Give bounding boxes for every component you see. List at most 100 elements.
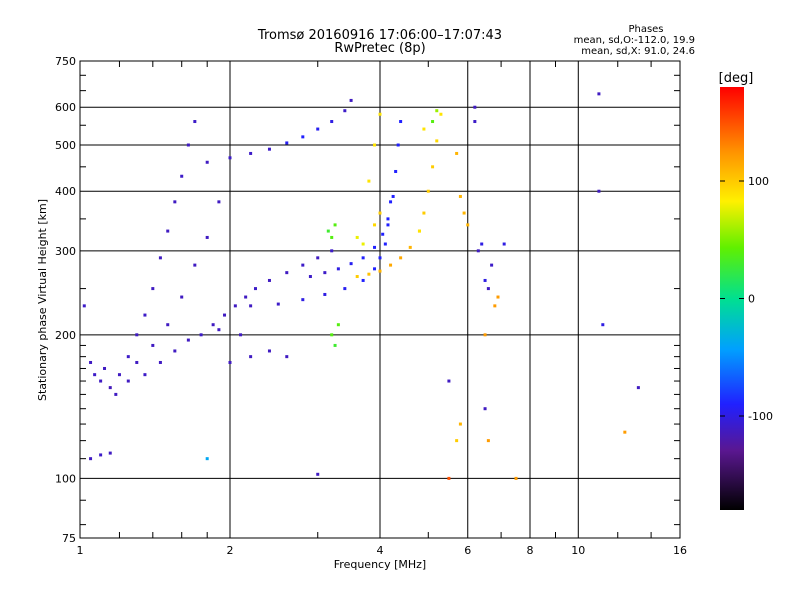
data-point xyxy=(480,242,484,246)
data-point xyxy=(205,235,209,239)
data-point xyxy=(623,430,627,434)
x-axis-ticks: 1 2 4 6 8 10 16 xyxy=(77,61,687,557)
data-point xyxy=(483,333,487,337)
data-point xyxy=(211,323,215,327)
data-point xyxy=(326,229,330,233)
data-point xyxy=(316,256,320,260)
y-tick-label: 500 xyxy=(55,139,76,152)
data-point xyxy=(336,323,340,327)
grid-lines xyxy=(80,61,680,538)
data-point xyxy=(217,328,221,332)
data-point xyxy=(249,151,253,155)
data-point xyxy=(349,262,353,266)
data-point xyxy=(386,217,390,221)
data-point xyxy=(228,360,232,364)
data-point xyxy=(173,200,177,204)
x-axis-label: Frequency [MHz] xyxy=(334,558,426,571)
data-point xyxy=(267,278,271,282)
x-tick-label: 16 xyxy=(673,544,687,557)
data-point xyxy=(308,275,312,279)
data-point xyxy=(473,105,477,109)
data-point xyxy=(89,360,93,364)
data-point xyxy=(502,242,506,246)
data-point xyxy=(285,355,289,359)
data-point xyxy=(99,379,103,383)
data-point xyxy=(349,98,353,102)
data-point xyxy=(455,151,459,155)
data-point xyxy=(205,457,209,461)
data-point xyxy=(114,392,118,396)
data-point xyxy=(267,349,271,353)
data-point xyxy=(373,267,377,271)
data-point xyxy=(408,245,412,249)
data-point xyxy=(108,386,112,390)
data-point xyxy=(244,295,248,299)
y-tick-label: 600 xyxy=(55,101,76,114)
data-point xyxy=(103,366,107,370)
data-point xyxy=(333,343,337,347)
stats-line-x: mean, sd,X: 91.0, 24.6 xyxy=(581,46,695,57)
data-point xyxy=(228,156,232,160)
data-point xyxy=(82,304,86,308)
data-point xyxy=(158,256,162,260)
data-point xyxy=(158,360,162,364)
data-point xyxy=(383,242,387,246)
y-tick-label: 75 xyxy=(62,532,76,545)
data-point xyxy=(217,200,221,204)
data-point xyxy=(223,313,227,317)
data-point xyxy=(389,200,393,204)
data-point xyxy=(99,453,103,457)
data-point xyxy=(135,333,139,337)
data-point xyxy=(343,287,347,291)
data-point xyxy=(301,298,305,302)
data-point xyxy=(636,386,640,390)
data-point xyxy=(355,275,359,279)
data-point xyxy=(490,263,494,267)
data-point xyxy=(330,120,334,124)
data-point xyxy=(316,472,320,476)
data-point xyxy=(373,143,377,147)
data-point xyxy=(233,304,237,308)
data-point xyxy=(267,147,271,151)
data-point xyxy=(378,112,382,116)
data-point xyxy=(186,338,190,342)
data-point xyxy=(205,160,209,164)
data-point xyxy=(597,189,601,193)
data-point xyxy=(186,143,190,147)
x-tick-label: 10 xyxy=(571,544,585,557)
colorbar-label: [deg] xyxy=(719,71,754,86)
data-point xyxy=(483,407,487,411)
data-point xyxy=(199,333,203,337)
x-tick-label: 1 xyxy=(77,544,84,557)
data-point xyxy=(180,174,184,178)
data-point xyxy=(458,422,462,426)
data-point xyxy=(486,287,490,291)
y-tick-label: 100 xyxy=(55,472,76,485)
y-tick-label: 200 xyxy=(55,329,76,342)
y-axis-ticks: 75 100 200 300 400 500 600 750 xyxy=(55,55,680,545)
data-point xyxy=(426,189,430,193)
data-point xyxy=(193,263,197,267)
data-point xyxy=(361,242,365,246)
data-point xyxy=(151,343,155,347)
data-point xyxy=(447,476,451,480)
data-point xyxy=(391,194,395,198)
x-tick-label: 4 xyxy=(377,544,384,557)
data-point xyxy=(381,232,385,236)
data-point xyxy=(135,360,139,364)
data-point xyxy=(493,304,497,308)
x-tick-label: 2 xyxy=(227,544,234,557)
data-point xyxy=(173,349,177,353)
data-point xyxy=(143,313,147,317)
data-point xyxy=(476,249,480,253)
data-point xyxy=(378,256,382,260)
x-tick-label: 8 xyxy=(527,544,534,557)
stats-title: Phases xyxy=(628,24,663,35)
data-point xyxy=(431,120,435,124)
data-point xyxy=(285,141,289,145)
data-point xyxy=(462,211,466,215)
data-point xyxy=(473,120,477,124)
data-point xyxy=(126,379,130,383)
data-point xyxy=(301,263,305,267)
data-point xyxy=(466,223,470,227)
